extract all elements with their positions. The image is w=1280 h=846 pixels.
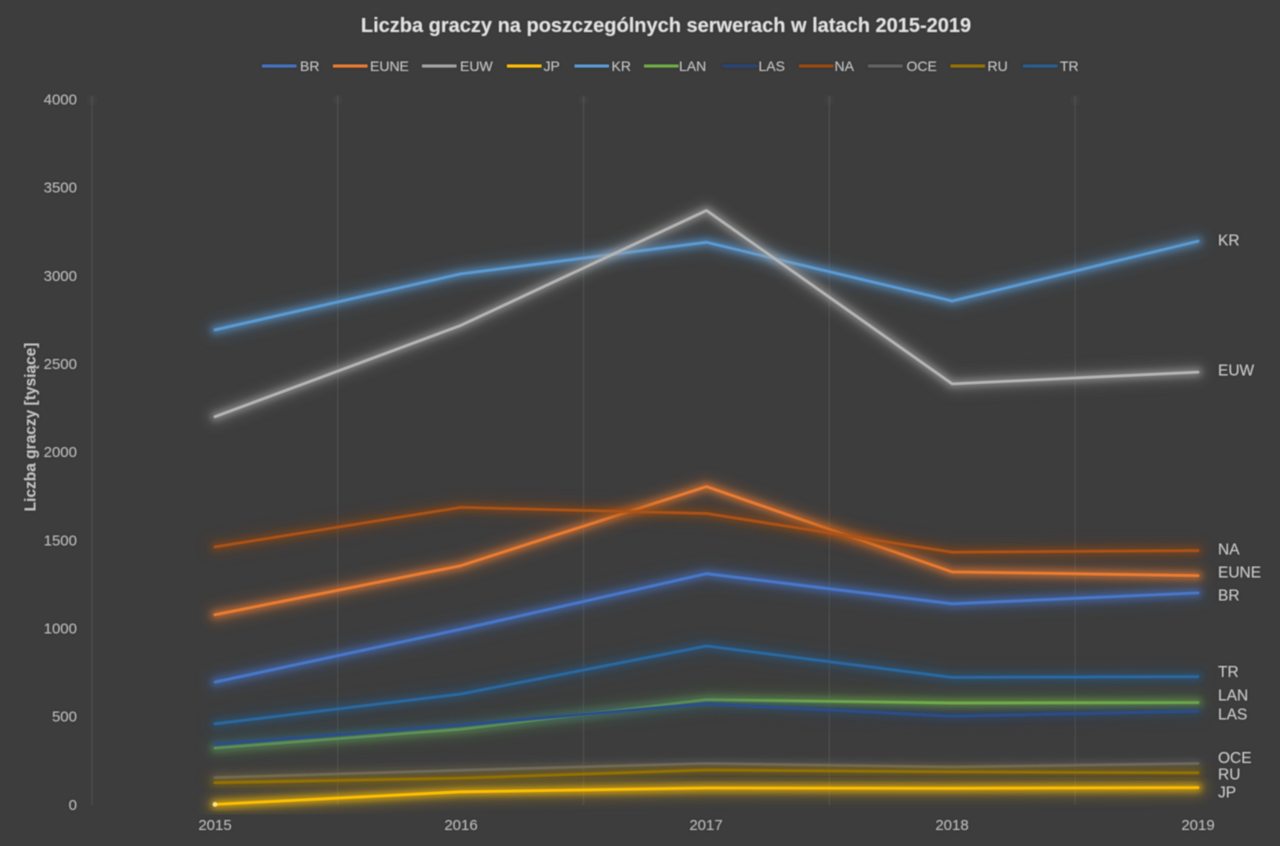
svg-text:OCE: OCE: [907, 58, 937, 74]
svg-text:2500: 2500: [44, 356, 77, 373]
svg-text:JP: JP: [544, 58, 560, 74]
svg-text:NA: NA: [1218, 541, 1240, 558]
svg-text:EUW: EUW: [460, 58, 493, 74]
svg-text:0: 0: [69, 797, 77, 814]
svg-text:RU: RU: [988, 58, 1008, 74]
svg-text:BR: BR: [1218, 588, 1240, 605]
svg-text:NA: NA: [835, 58, 855, 74]
svg-text:TR: TR: [1218, 664, 1239, 681]
svg-text:LAS: LAS: [1218, 707, 1247, 724]
svg-text:EUW: EUW: [1218, 363, 1255, 380]
svg-text:2000: 2000: [44, 444, 77, 461]
svg-text:LAS: LAS: [759, 58, 785, 74]
svg-text:4000: 4000: [44, 91, 77, 108]
svg-text:2015: 2015: [198, 817, 231, 834]
svg-text:2016: 2016: [444, 817, 477, 834]
svg-text:Liczba graczy [tysiące]: Liczba graczy [tysiące]: [23, 343, 40, 512]
svg-text:2019: 2019: [1181, 817, 1214, 834]
svg-text:3000: 3000: [44, 268, 77, 285]
svg-text:JP: JP: [1218, 784, 1236, 801]
svg-text:BR: BR: [300, 58, 319, 74]
svg-text:1500: 1500: [44, 532, 77, 549]
svg-text:LAN: LAN: [679, 58, 706, 74]
svg-text:EUNE: EUNE: [1218, 565, 1261, 582]
svg-text:TR: TR: [1060, 58, 1079, 74]
svg-text:3500: 3500: [44, 180, 77, 197]
svg-text:RU: RU: [1218, 767, 1240, 784]
svg-text:KR: KR: [1218, 233, 1240, 250]
svg-text:Liczba graczy na poszczególnyc: Liczba graczy na poszczególnych serwerac…: [361, 15, 971, 37]
svg-text:EUNE: EUNE: [370, 58, 409, 74]
svg-text:2017: 2017: [689, 817, 722, 834]
svg-text:LAN: LAN: [1218, 688, 1248, 705]
svg-text:500: 500: [52, 709, 77, 726]
svg-text:KR: KR: [612, 58, 631, 74]
svg-text:1000: 1000: [44, 621, 77, 638]
svg-text:OCE: OCE: [1218, 750, 1252, 767]
svg-text:2018: 2018: [935, 817, 968, 834]
